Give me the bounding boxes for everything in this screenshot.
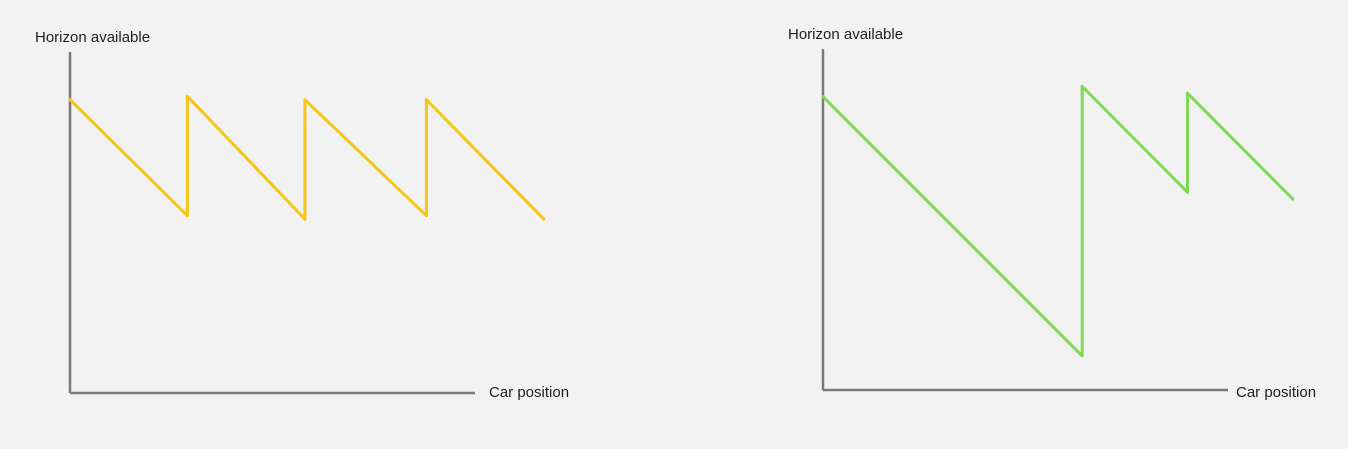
data-point xyxy=(1080,85,1084,88)
data-point xyxy=(821,95,825,99)
data-point xyxy=(303,217,307,221)
data-point xyxy=(1186,91,1189,95)
series-line-1 xyxy=(68,94,546,221)
y-axis-label: Horizon available xyxy=(35,29,150,46)
data-point xyxy=(185,214,189,218)
data-point xyxy=(542,217,546,221)
data-point xyxy=(1291,197,1295,201)
chart-panel-2: Horizon available Car position xyxy=(788,26,1316,401)
data-point xyxy=(185,94,189,98)
chart-panel-1: Horizon available Car position xyxy=(35,29,569,401)
data-point xyxy=(1186,190,1189,194)
data-point xyxy=(424,214,428,218)
data-point xyxy=(68,98,72,102)
series-line-1 xyxy=(821,85,1295,358)
x-axis-label: Car position xyxy=(489,384,569,401)
y-axis-label: Horizon available xyxy=(788,26,903,43)
data-point xyxy=(303,98,307,102)
data-point xyxy=(424,98,428,102)
x-axis-label: Car position xyxy=(1236,384,1316,401)
data-point xyxy=(1080,354,1084,358)
